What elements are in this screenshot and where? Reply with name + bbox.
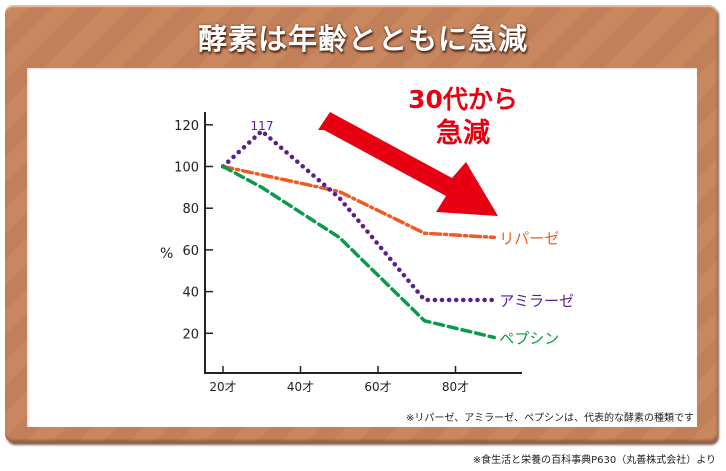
y-tick-label: 120 <box>174 119 199 134</box>
peak-label: 117 <box>251 119 274 133</box>
y-tick-label: 60 <box>182 244 199 259</box>
y-tick-label: 20 <box>182 327 199 342</box>
annotation-line2: 急減 <box>436 117 490 149</box>
chart-panel <box>27 68 697 427</box>
x-tick-label: 40才 <box>287 380 314 394</box>
series-label: アミラーゼ <box>499 292 574 310</box>
annotation-line1: 30代から <box>408 85 518 114</box>
x-tick-label: 80才 <box>442 380 469 394</box>
series-line <box>221 164 496 240</box>
y-tick-label: 40 <box>182 286 199 301</box>
x-ticks: 20才 40才 60才 80才 <box>209 366 469 394</box>
y-tick-label: 80 <box>182 202 199 217</box>
arrow-down-icon <box>318 112 498 216</box>
x-tick-label: 20才 <box>209 380 236 394</box>
y-ticks: 20 40 60 80 100 120 <box>174 119 213 342</box>
source-note: ※食生活と栄養の百科事典P630（丸善株式会社）より <box>472 455 716 466</box>
series-line <box>220 128 497 303</box>
series-label: ペプシン <box>499 329 559 347</box>
x-tick-label: 60才 <box>364 380 391 394</box>
page-title: 酵素は年齢とともに急減 <box>197 22 528 56</box>
y-tick-label: 100 <box>174 161 199 176</box>
series-label: リパーゼ <box>499 229 559 247</box>
series-lines <box>220 128 497 340</box>
enzyme-note: ※リパーゼ、アミラーゼ、ペプシンは、代表的な酵素の種類です <box>406 413 694 424</box>
y-axis-label: % <box>160 246 173 262</box>
series-line <box>221 164 496 340</box>
